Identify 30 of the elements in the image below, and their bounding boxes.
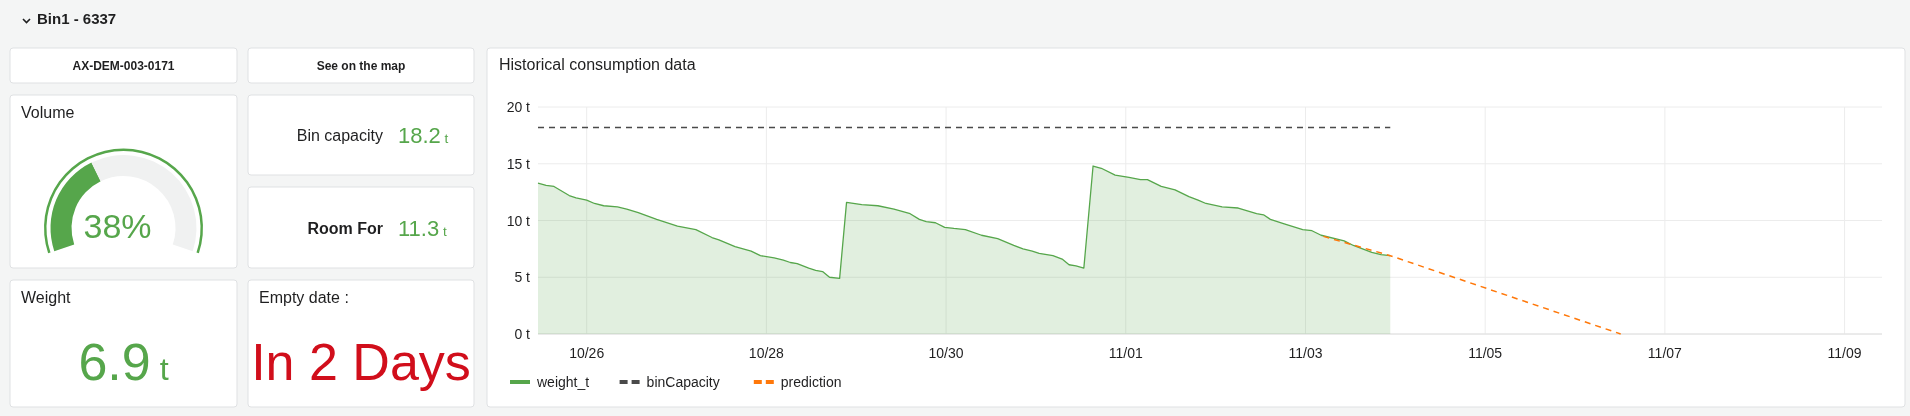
text: See on the map [316, 58, 406, 73]
text: AX-DEM-003-0171 [72, 58, 175, 73]
y-tick-label: 20 t [506, 99, 531, 115]
legend-label: prediction [780, 374, 842, 390]
legend-label: binCapacity [646, 374, 720, 390]
text: Bin1 - 6337 [37, 10, 117, 27]
data-label: 38% [83, 207, 152, 245]
y-tick-label: 0 t [514, 326, 531, 342]
text: 11.3 t [398, 215, 447, 241]
x-tick-label: 11/09 [1827, 345, 1862, 361]
text: 18.2 t [398, 123, 449, 148]
chart-title: Volume [21, 104, 75, 121]
x-tick-label: 10/26 [569, 345, 605, 361]
chart-title: Historical consumption data [499, 56, 696, 73]
text: Bin capacity [296, 127, 383, 144]
y-tick-label: 10 t [506, 212, 531, 229]
x-tick-label: 10/28 [748, 345, 785, 361]
text: 6.9 t [78, 333, 169, 391]
y-tick-label: 15 t [506, 155, 531, 172]
x-tick-label: 11/05 [1468, 345, 1503, 361]
x-tick-label: 11/03 [1288, 345, 1323, 361]
x-tick-label: 10/30 [928, 345, 964, 361]
text: In 2 Days [251, 333, 471, 391]
x-tick-label: 11/01 [1108, 345, 1143, 361]
y-tick-label: 5 t [514, 269, 531, 286]
text: Weight [21, 289, 72, 306]
legend-label: weight_t [536, 374, 590, 390]
text: Empty date : [259, 289, 349, 306]
x-tick-label: 11/07 [1647, 345, 1683, 361]
text: Room For [307, 219, 383, 237]
